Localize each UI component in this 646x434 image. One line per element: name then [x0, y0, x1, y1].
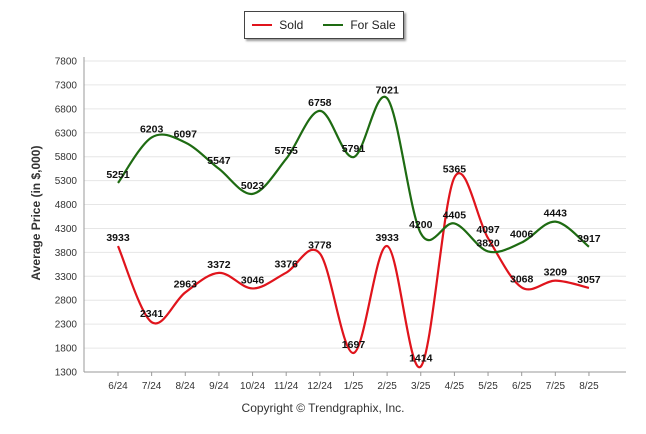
x-tick-label: 4/25 [445, 381, 465, 392]
data-label-sold: 3933 [106, 232, 130, 244]
y-tick-label: 7800 [55, 57, 78, 68]
x-tick-label: 10/24 [240, 381, 265, 392]
x-tick-label: 12/24 [307, 381, 332, 392]
data-label-for-sale: 7021 [375, 84, 399, 96]
y-tick-label: 4300 [55, 224, 78, 235]
data-label-for-sale: 6097 [174, 128, 198, 140]
y-tick-label: 2300 [55, 320, 78, 331]
series-line-for-sale [117, 95, 590, 254]
data-label-sold: 1414 [409, 353, 433, 365]
legend-item-for-sale: For Sale [323, 18, 396, 32]
data-label-sold: 2963 [174, 278, 198, 290]
data-label-for-sale: 4443 [544, 208, 568, 220]
x-tick-label: 6/24 [108, 381, 128, 392]
x-tick-label: 7/24 [142, 381, 162, 392]
x-tick-label: 2/25 [377, 381, 397, 392]
y-tick-label: 7300 [55, 80, 78, 91]
x-tick-label: 8/25 [579, 381, 599, 392]
legend-item-sold: Sold [252, 18, 303, 32]
data-label-for-sale: 4405 [443, 209, 467, 221]
data-label-sold: 3372 [207, 259, 231, 271]
data-label-sold: 2341 [140, 308, 164, 320]
y-tick-label: 1300 [55, 368, 78, 379]
x-tick-label: 1/25 [344, 381, 364, 392]
data-label-for-sale: 3820 [476, 237, 500, 249]
x-tick-label: 3/25 [411, 381, 431, 392]
data-label-for-sale: 5547 [207, 155, 231, 167]
data-label-for-sale: 5791 [342, 143, 366, 155]
x-tick-label: 6/25 [512, 381, 532, 392]
data-label-sold: 3057 [577, 274, 601, 286]
data-label-sold: 3046 [241, 274, 265, 286]
y-tick-label: 3800 [55, 248, 78, 259]
data-label-sold: 3778 [308, 239, 332, 251]
x-tick-label: 8/24 [176, 381, 196, 392]
data-label-for-sale: 6203 [140, 123, 164, 135]
data-label-sold: 3209 [544, 267, 568, 279]
copyright-credit: Copyright © Trendgraphix, Inc. [241, 401, 405, 415]
y-tick-label: 1800 [55, 344, 78, 355]
y-tick-label: 3300 [55, 272, 78, 283]
data-label-for-sale: 5755 [275, 145, 299, 157]
x-tick-label: 9/24 [209, 381, 229, 392]
data-label-for-sale: 6758 [308, 97, 332, 109]
data-label-sold: 3376 [275, 259, 299, 271]
y-tick-label: 5300 [55, 176, 78, 187]
legend-swatch-sold [252, 24, 273, 26]
y-tick-label: 4800 [55, 200, 78, 211]
x-tick-label: 11/24 [274, 381, 299, 392]
x-tick-label: 7/25 [546, 381, 566, 392]
legend-label-sold: Sold [279, 18, 304, 32]
data-label-sold: 4097 [476, 224, 500, 236]
legend-label-for-sale: For Sale [350, 18, 396, 32]
y-axis-label: Average Price (in $,000) [29, 145, 43, 281]
data-label-sold: 1697 [342, 339, 366, 351]
legend-swatch-for-sale [323, 24, 344, 26]
data-label-sold: 5365 [443, 164, 467, 176]
data-label-sold: 3933 [375, 232, 399, 244]
data-label-for-sale: 5023 [241, 180, 265, 192]
y-tick-label: 6300 [55, 128, 78, 139]
y-tick-label: 2800 [55, 296, 78, 307]
data-label-for-sale: 3917 [577, 233, 601, 245]
data-label-for-sale: 4200 [409, 219, 433, 231]
data-label-sold: 3068 [510, 273, 534, 285]
data-label-for-sale: 4006 [510, 229, 534, 241]
series-line-sold [116, 172, 590, 368]
x-tick-label: 5/25 [478, 381, 498, 392]
data-label-for-sale: 5251 [106, 169, 130, 181]
y-tick-label: 6800 [55, 104, 78, 115]
chart-legend: Sold For Sale [244, 11, 404, 39]
y-tick-label: 5800 [55, 152, 78, 163]
